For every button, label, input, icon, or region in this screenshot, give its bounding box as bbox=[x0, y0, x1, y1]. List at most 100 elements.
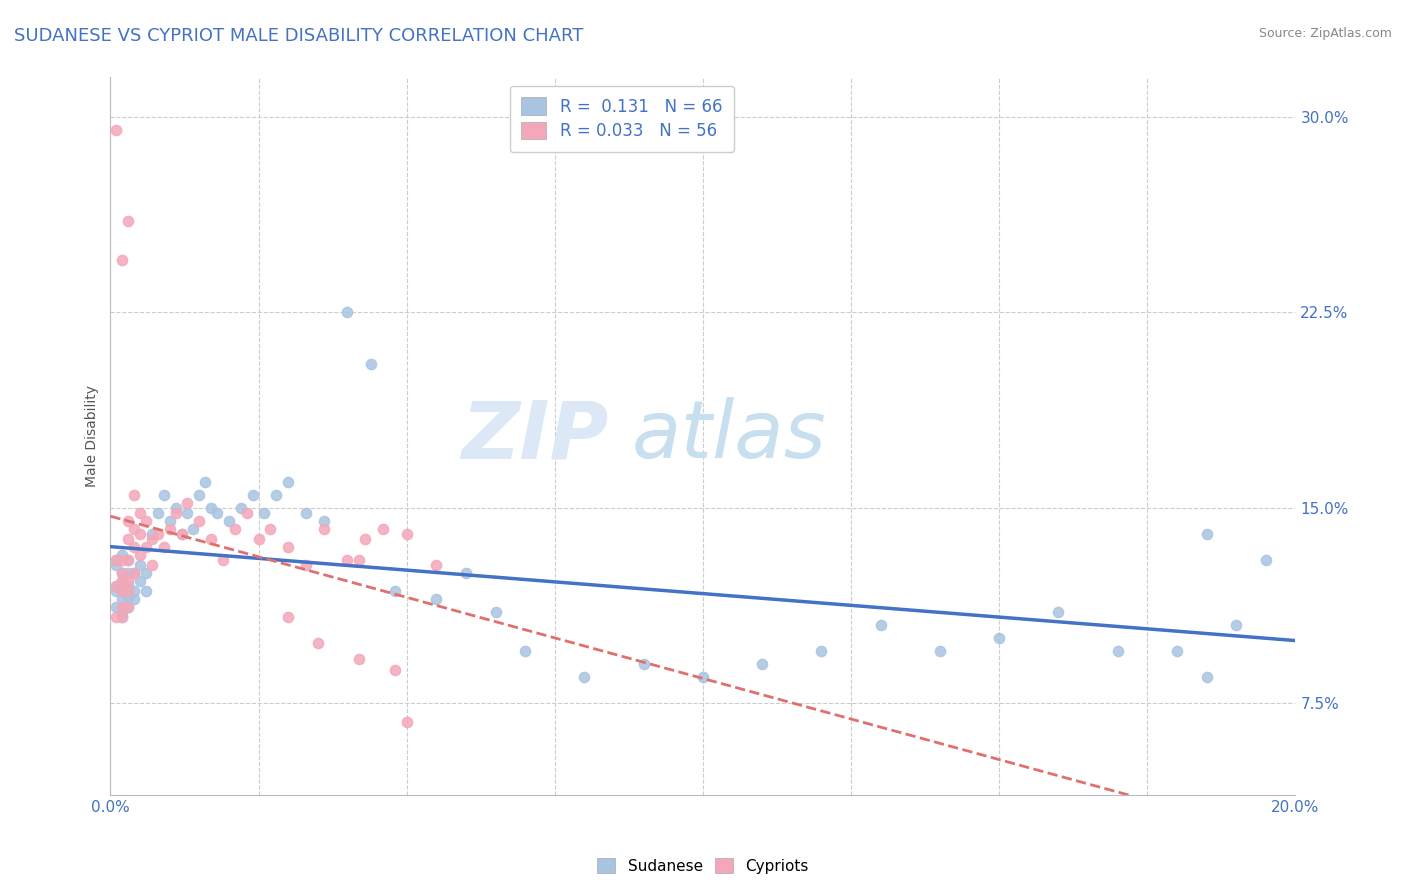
Point bbox=[360, 357, 382, 371]
Point bbox=[111, 548, 134, 562]
Point bbox=[111, 566, 134, 580]
Point bbox=[122, 584, 145, 599]
Point bbox=[117, 599, 139, 614]
Point bbox=[122, 566, 145, 580]
Point bbox=[122, 540, 145, 554]
Point bbox=[122, 566, 145, 580]
Point bbox=[165, 500, 187, 515]
Point bbox=[117, 599, 139, 614]
Point bbox=[633, 657, 655, 672]
Point bbox=[135, 540, 157, 554]
Point bbox=[129, 574, 152, 588]
Point bbox=[165, 506, 187, 520]
Point bbox=[212, 553, 235, 567]
Point bbox=[253, 506, 276, 520]
Point bbox=[384, 584, 406, 599]
Point bbox=[176, 495, 198, 509]
Point bbox=[111, 605, 134, 619]
Point bbox=[111, 566, 134, 580]
Point bbox=[122, 522, 145, 536]
Legend: Sudanese, Cypriots: Sudanese, Cypriots bbox=[591, 852, 815, 880]
Point bbox=[247, 532, 270, 546]
Point bbox=[117, 584, 139, 599]
Point bbox=[1166, 644, 1188, 658]
Point bbox=[454, 566, 477, 580]
Text: Source: ZipAtlas.com: Source: ZipAtlas.com bbox=[1258, 27, 1392, 40]
Point bbox=[105, 553, 128, 567]
Point bbox=[129, 548, 152, 562]
Point bbox=[354, 532, 377, 546]
Point bbox=[111, 252, 134, 267]
Point bbox=[988, 631, 1011, 645]
Point bbox=[105, 558, 128, 573]
Point bbox=[183, 522, 205, 536]
Point bbox=[111, 574, 134, 588]
Point bbox=[869, 618, 891, 632]
Point bbox=[1195, 670, 1218, 684]
Point bbox=[295, 506, 318, 520]
Point bbox=[117, 574, 139, 588]
Point bbox=[122, 488, 145, 502]
Point bbox=[117, 592, 139, 607]
Point bbox=[122, 592, 145, 607]
Point bbox=[152, 540, 174, 554]
Point bbox=[574, 670, 596, 684]
Point bbox=[425, 592, 447, 607]
Point bbox=[224, 522, 246, 536]
Point bbox=[117, 532, 139, 546]
Point bbox=[117, 553, 139, 567]
Point bbox=[194, 475, 217, 489]
Point bbox=[484, 605, 506, 619]
Point bbox=[111, 610, 134, 624]
Point bbox=[129, 527, 152, 541]
Point bbox=[111, 584, 134, 599]
Point bbox=[170, 527, 193, 541]
Point bbox=[111, 553, 134, 567]
Point bbox=[117, 553, 139, 567]
Point bbox=[105, 584, 128, 599]
Point bbox=[349, 652, 371, 666]
Point bbox=[111, 584, 134, 599]
Point bbox=[117, 514, 139, 528]
Point bbox=[751, 657, 773, 672]
Point bbox=[395, 714, 418, 729]
Point bbox=[117, 566, 139, 580]
Point bbox=[188, 488, 211, 502]
Point bbox=[242, 488, 264, 502]
Point bbox=[111, 610, 134, 624]
Point bbox=[205, 506, 228, 520]
Point bbox=[129, 558, 152, 573]
Point bbox=[159, 514, 181, 528]
Point bbox=[135, 514, 157, 528]
Point bbox=[141, 532, 163, 546]
Point bbox=[129, 506, 152, 520]
Point bbox=[105, 610, 128, 624]
Point bbox=[105, 579, 128, 593]
Text: SUDANESE VS CYPRIOT MALE DISABILITY CORRELATION CHART: SUDANESE VS CYPRIOT MALE DISABILITY CORR… bbox=[14, 27, 583, 45]
Point bbox=[159, 522, 181, 536]
Text: atlas: atlas bbox=[631, 397, 827, 475]
Point bbox=[105, 122, 128, 136]
Point bbox=[515, 644, 537, 658]
Point bbox=[146, 506, 169, 520]
Point bbox=[176, 506, 198, 520]
Point bbox=[146, 527, 169, 541]
Point bbox=[141, 527, 163, 541]
Point bbox=[929, 644, 952, 658]
Point bbox=[266, 488, 288, 502]
Point bbox=[152, 488, 174, 502]
Point bbox=[135, 584, 157, 599]
Point bbox=[307, 636, 329, 650]
Point bbox=[371, 522, 394, 536]
Point bbox=[200, 500, 222, 515]
Point bbox=[395, 527, 418, 541]
Point bbox=[692, 670, 714, 684]
Point bbox=[141, 558, 163, 573]
Point bbox=[349, 553, 371, 567]
Point bbox=[277, 540, 299, 554]
Point bbox=[117, 579, 139, 593]
Point bbox=[117, 214, 139, 228]
Point bbox=[200, 532, 222, 546]
Point bbox=[1107, 644, 1129, 658]
Point bbox=[111, 599, 134, 614]
